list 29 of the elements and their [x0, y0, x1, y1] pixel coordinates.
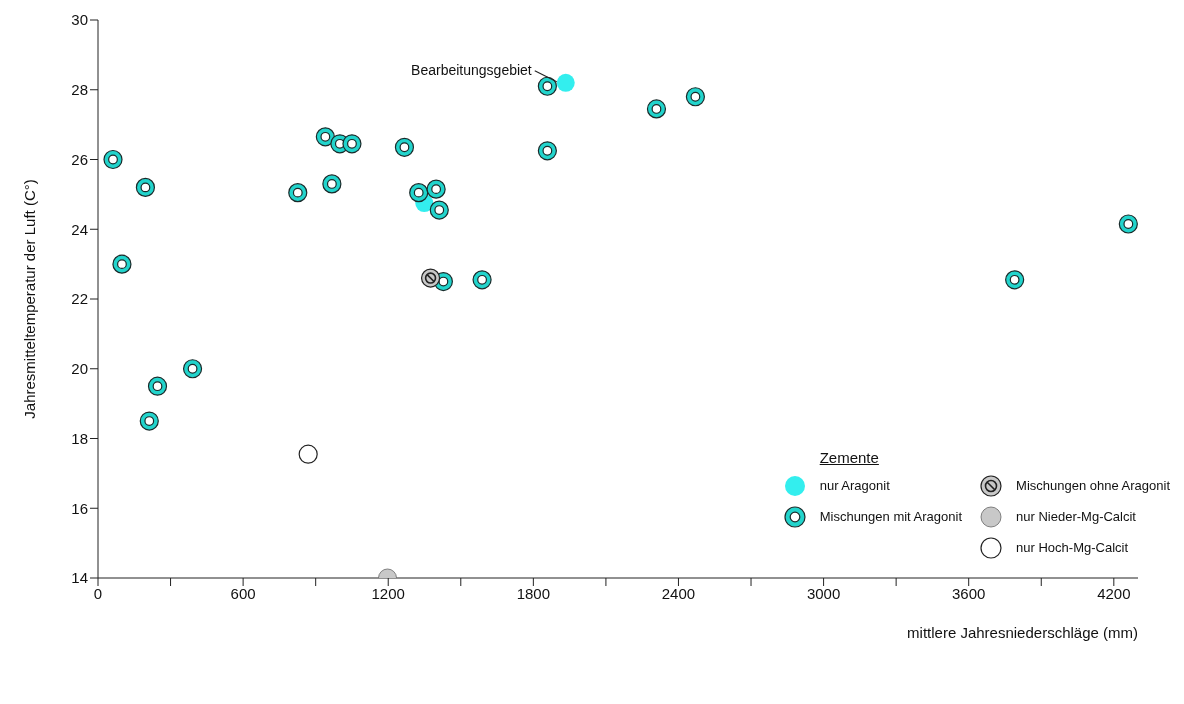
y-tick-label: 26	[71, 150, 88, 168]
x-tick-label: 1200	[371, 584, 405, 602]
x-tick-label: 0	[93, 584, 103, 602]
y-tick-label: 14	[71, 569, 88, 587]
point	[556, 73, 575, 92]
y-tick-label: 16	[71, 499, 88, 517]
y-tick-label: 18	[71, 429, 88, 447]
x-tick-label: 3000	[806, 584, 841, 602]
legend-label: Mischungen ohne Aragonit	[1016, 478, 1170, 493]
x-tick-label: 4200	[1097, 584, 1131, 602]
annotation: Bearbeitungsgebiet	[411, 61, 532, 78]
y-tick-label: 20	[71, 360, 88, 378]
y-tick-label: 24	[71, 220, 88, 238]
legend-label: nur Aragonit	[819, 478, 890, 493]
point	[298, 444, 318, 464]
x-tick-label: 3600	[952, 584, 986, 602]
legend-title: Zemente	[819, 449, 880, 466]
y-tick-label: 22	[71, 290, 88, 308]
x-axis-title: mittlere Jahresniederschläge (mm)	[907, 624, 1138, 641]
x-tick-label: 600	[230, 584, 256, 602]
x-tick-label: 2400	[661, 584, 696, 602]
point	[420, 268, 441, 288]
y-axis-title: Jahresmitteltemperatur der Luft (C°)	[21, 179, 39, 419]
y-tick-label: 30	[71, 11, 88, 29]
legend-label: Mischungen mit Aragonit	[819, 509, 963, 524]
legend-label: nur Hoch-Mg-Calcit	[1016, 540, 1129, 555]
y-tick-label: 28	[71, 81, 88, 99]
legend-label: nur Nieder-Mg-Calcit	[1016, 509, 1136, 524]
x-tick-label: 1800	[516, 584, 551, 602]
